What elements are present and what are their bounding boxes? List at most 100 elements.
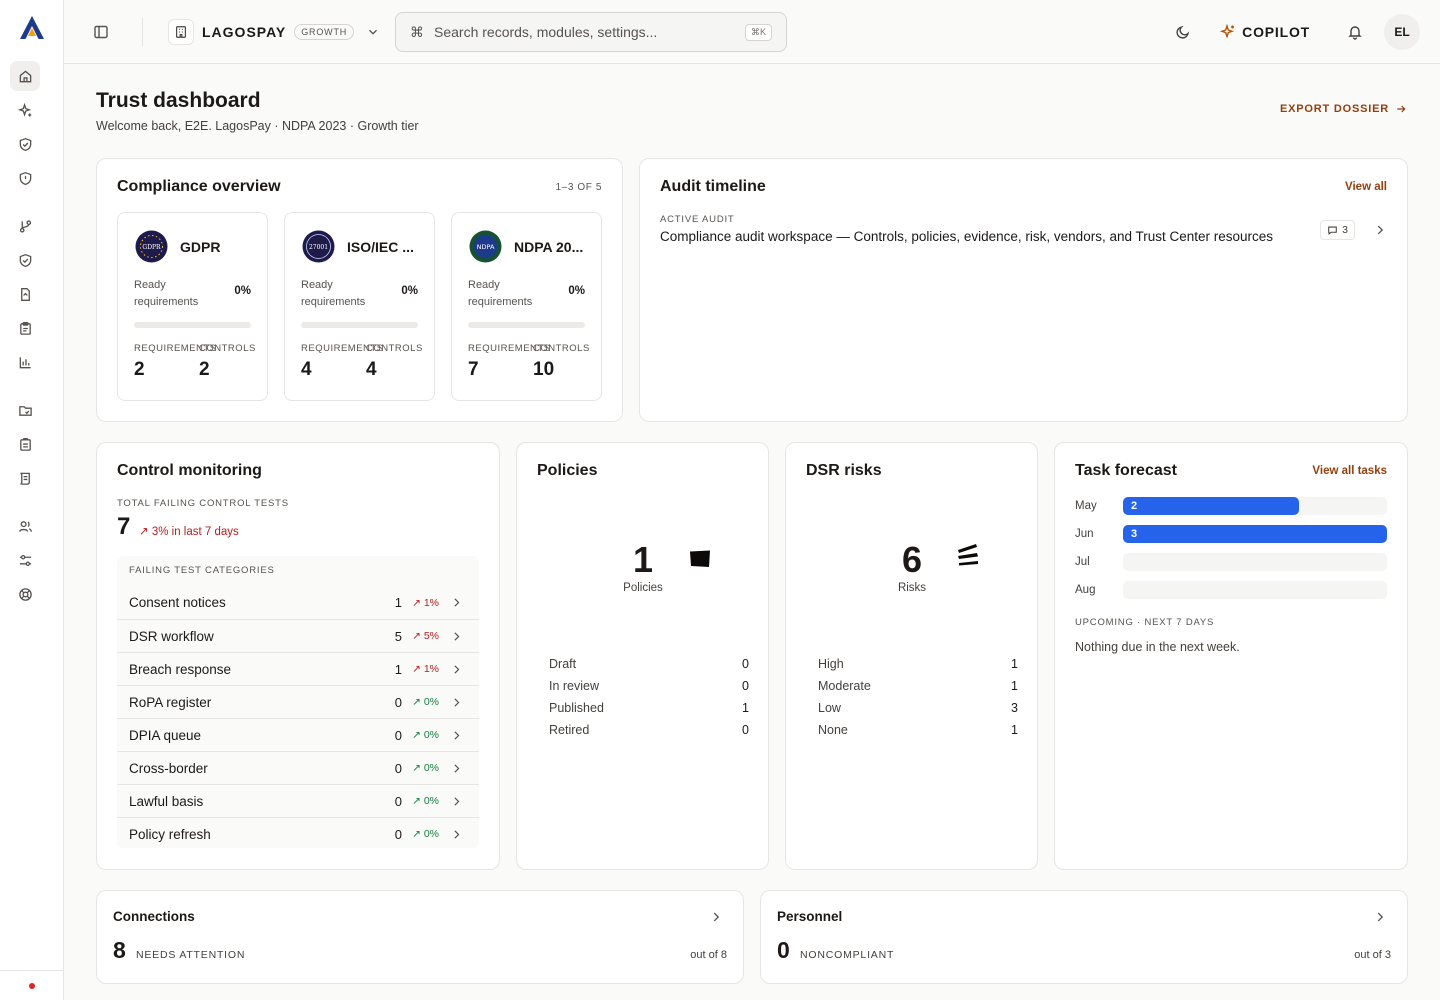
ready-label: Ready requirements	[134, 279, 199, 308]
card-title: Policies	[537, 462, 598, 479]
plan-badge: GROWTH	[294, 24, 355, 40]
forecast-bar: 3	[1123, 525, 1387, 543]
avatar[interactable]: EL	[1384, 14, 1420, 50]
progress-bar	[301, 322, 418, 328]
search-input[interactable]: Search records, modules, settings...	[434, 24, 658, 40]
sparkle-icon[interactable]	[10, 95, 40, 125]
table-row[interactable]: Consent notices 1 ↗ 1%	[117, 586, 479, 619]
controls-value: 10	[533, 359, 555, 380]
search-bar[interactable]: ⌘ Search records, modules, settings... ⌘…	[395, 12, 787, 52]
scroll-icon[interactable]	[10, 463, 40, 493]
framework-name: NDPA 20...	[514, 239, 584, 255]
shield-icon[interactable]	[10, 245, 40, 275]
lifebuoy-icon[interactable]	[10, 579, 40, 609]
personnel-label: NONCOMPLIANT	[800, 949, 895, 961]
controls-label: CONTROLS	[366, 343, 423, 354]
risks-total: 6 Risks	[852, 539, 972, 595]
pagination-count: 1–3 OF 5	[555, 182, 602, 193]
trend-value: 5%	[423, 630, 439, 642]
connections-count: 8	[113, 937, 126, 963]
status-value: 1	[742, 701, 749, 715]
framework-card-ndpa[interactable]: NDPA NDPA 20... Ready requirements 0% RE…	[451, 212, 602, 401]
personnel-total: out of 3	[1354, 949, 1391, 961]
page-title: Trust dashboard	[96, 89, 261, 112]
forecast-row: May 2	[1075, 497, 1387, 515]
risk-value: 3	[1011, 701, 1018, 715]
connections-card[interactable]: Connections 8 NEEDS ATTENTION out of 8	[96, 890, 744, 984]
framework-name: ISO/IEC ...	[347, 239, 414, 255]
risk-value: 1	[1011, 679, 1018, 693]
table-row[interactable]: RoPA register 0 ↗ 0%	[117, 685, 479, 718]
category-count: 0	[394, 793, 402, 809]
clipboard-icon[interactable]	[10, 313, 40, 343]
status-label: Retired	[549, 723, 590, 737]
personnel-card[interactable]: Personnel 0 NONCOMPLIANT out of 3	[760, 890, 1408, 984]
shortcut-hint: ⌘K	[744, 23, 772, 41]
sliders-icon[interactable]	[10, 545, 40, 575]
framework-card-iso[interactable]: 27001 ISO/IEC ... Ready requirements 0% …	[284, 212, 435, 401]
app-logo[interactable]	[18, 14, 46, 42]
sidebar-toggle-icon[interactable]	[90, 21, 112, 43]
audit-status: ACTIVE AUDIT	[660, 214, 735, 225]
task-forecast-card: Task forecast View all tasks May 2 Jun 3 Jul…	[1054, 442, 1408, 870]
checklist-icon[interactable]	[10, 429, 40, 459]
card-title: Control monitoring	[117, 462, 262, 479]
table-row[interactable]: Breach response 1 ↗ 1%	[117, 652, 479, 685]
view-all-tasks-link[interactable]: View all tasks	[1312, 465, 1387, 477]
list-item: Moderate 1	[818, 675, 1018, 697]
chevron-right-icon[interactable]	[709, 910, 723, 924]
category-trend: ↗ 5%	[412, 630, 439, 642]
trend-up-icon: ↗	[412, 795, 424, 807]
shield-check-icon[interactable]	[10, 129, 40, 159]
copilot-button[interactable]: COPILOT	[1220, 24, 1310, 40]
home-icon[interactable]	[10, 61, 40, 91]
framework-card-gdpr[interactable]: GDPR GDPR Ready requirements 0% REQUIREM…	[117, 212, 268, 401]
controls-label: CONTROLS	[533, 343, 590, 354]
folder-icon[interactable]	[10, 395, 40, 425]
control-monitoring-card: Control monitoring TOTAL FAILING CONTROL…	[96, 442, 500, 870]
chart-icon[interactable]	[10, 347, 40, 377]
list-header: FAILING TEST CATEGORIES	[129, 565, 275, 576]
category-name: RoPA register	[129, 694, 212, 710]
file-sync-icon[interactable]	[10, 279, 40, 309]
view-all-audits-link[interactable]: View all	[1345, 181, 1387, 193]
git-branch-icon[interactable]	[10, 211, 40, 241]
org-switcher[interactable]: LAGOSPAY GROWTH	[168, 17, 380, 47]
trend-value: 1%	[423, 663, 439, 675]
empty-state: Nothing due in the next week.	[1075, 640, 1240, 654]
moon-icon[interactable]	[1168, 17, 1198, 47]
category-name: Consent notices	[129, 595, 226, 610]
copilot-label: COPILOT	[1242, 24, 1310, 40]
export-dossier-button[interactable]: EXPORT DOSSIER	[1280, 103, 1407, 115]
audit-timeline-card: Audit timeline View all ACTIVE AUDIT Com…	[639, 158, 1408, 422]
connections-label: NEEDS ATTENTION	[136, 949, 246, 961]
table-row[interactable]: Policy refresh 0 ↗ 0%	[117, 817, 479, 850]
category-count: 0	[394, 760, 402, 776]
shield-alert-icon[interactable]	[10, 163, 40, 193]
forecast-track: 3	[1123, 525, 1387, 543]
forecast-track	[1123, 553, 1387, 571]
table-row[interactable]: Lawful basis 0 ↗ 0%	[117, 784, 479, 817]
risks-count: 6	[901, 539, 923, 580]
chevron-right-icon	[450, 663, 463, 676]
stack-icon	[956, 543, 980, 569]
table-row[interactable]: Cross-border 0 ↗ 0%	[117, 751, 479, 784]
comment-count-badge[interactable]: 3	[1320, 220, 1355, 240]
personnel-count: 0	[777, 937, 790, 963]
chevron-right-icon[interactable]	[1373, 223, 1387, 237]
card-title: Connections	[113, 909, 195, 924]
table-row[interactable]: DPIA queue 0 ↗ 0%	[117, 718, 479, 751]
audit-item-title[interactable]: Compliance audit workspace — Controls, p…	[660, 229, 1274, 244]
bell-icon[interactable]	[1340, 17, 1370, 47]
category-trend: ↗ 1%	[412, 597, 439, 609]
list-item: Retired 0	[549, 719, 749, 741]
side-rail	[0, 0, 64, 1000]
framework-name: GDPR	[180, 239, 221, 255]
chevron-right-icon[interactable]	[1373, 910, 1387, 924]
requirements-label: REQUIREMENTS	[301, 343, 384, 354]
users-icon[interactable]	[10, 511, 40, 541]
chevron-right-icon	[450, 795, 463, 808]
requirements-value: 4	[301, 359, 312, 380]
chevron-right-icon	[450, 630, 463, 643]
table-row[interactable]: DSR workflow 5 ↗ 5%	[117, 619, 479, 652]
